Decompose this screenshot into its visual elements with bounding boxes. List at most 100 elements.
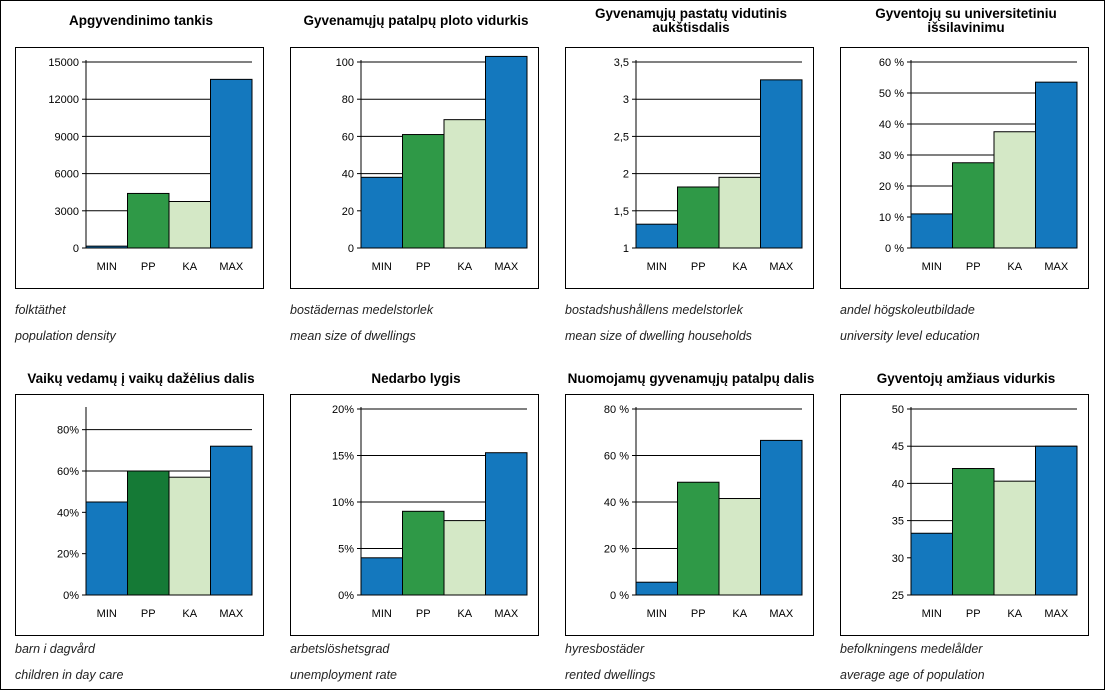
bar-min (910, 213, 953, 249)
bar-ka (993, 480, 1036, 596)
chart-title: Vaikų vedamų į vaikų dažėlius dalis (5, 346, 277, 386)
bar-max (760, 439, 803, 596)
bar-max (1035, 81, 1078, 249)
chart-panel-rented-dwellings: Nuomojamų gyvenamųjų patalpų dalis 0 % 20… (555, 346, 827, 691)
bar-chart-svg: 0% 20% 40% 60% 80% MIN PP KA MAX (57, 407, 253, 620)
chart-area: 25 30 35 40 45 50 MIN PP KA MAX (840, 394, 1089, 636)
y-tick-label: 0% (63, 590, 79, 602)
y-tick-label: 80% (57, 425, 79, 437)
y-tick-label: 40% (57, 507, 79, 519)
x-tick-label: MIN (922, 261, 942, 273)
bar-max (485, 55, 528, 249)
y-tick-label: 2,5 (614, 131, 629, 143)
chart-title: Apgyvendinimo tankis (5, 7, 277, 43)
bar-min (910, 532, 953, 596)
y-tick-label: 60 (342, 131, 354, 143)
bar-ka (168, 201, 211, 249)
y-tick-label: 20 % (879, 181, 904, 193)
x-tick-label: MAX (1044, 261, 1069, 273)
y-tick-label: 60 % (604, 451, 629, 463)
x-tick-label: MIN (97, 261, 117, 273)
bar-pp (677, 186, 720, 249)
chart-area: 0 20 40 60 80 100 MIN PP KA MAX (290, 47, 539, 289)
chart-title-line: Nedarbo lygis (371, 371, 461, 386)
chart-title: Nuomojamų gyvenamųjų patalpų dalis (555, 346, 827, 386)
x-tick-label: MIN (922, 608, 942, 620)
x-tick-label: MIN (647, 608, 667, 620)
y-tick-label: 60 % (879, 57, 904, 69)
caption-english: average age of population (840, 668, 985, 682)
bar-chart-svg: 0 % 20 % 40 % 60 % 80 % MIN PP KA MAX (604, 404, 803, 620)
chart-title: Gyvenamųjų patalpų ploto vidurkis (280, 7, 552, 43)
bar-min (360, 557, 403, 596)
y-tick-label: 80 (342, 94, 354, 106)
x-tick-label: MAX (1044, 608, 1069, 620)
y-tick-label: 5% (338, 544, 354, 556)
caption-swedish: bostadshushållens medelstorlek (565, 303, 743, 317)
x-tick-label: KA (732, 261, 747, 273)
caption-english: rented dwellings (565, 668, 656, 682)
x-tick-label: MIN (372, 261, 392, 273)
y-tick-label: 80 % (604, 404, 629, 416)
x-tick-label: PP (416, 608, 431, 620)
chart-title: Gyventojų su universitetiniu išsilavinim… (830, 7, 1102, 43)
y-tick-label: 40 (342, 169, 354, 181)
chart-panel-unemployment-rate: Nedarbo lygis 0% 5% 10% 15% 20% MIN PP KA MAX ar… (280, 346, 552, 691)
bar-min (360, 176, 403, 249)
chart-panel-university-education: Gyventojų su universitetiniu išsilavinim… (830, 7, 1102, 352)
x-tick-label: MAX (769, 261, 794, 273)
y-tick-label: 0 % (610, 590, 629, 602)
caption-swedish: arbetslöshetsgrad (290, 642, 390, 656)
bar-max (760, 79, 803, 249)
y-tick-label: 45 (892, 441, 904, 453)
bar-min (635, 581, 678, 596)
bar-max (485, 452, 528, 596)
y-tick-label: 10 % (879, 212, 904, 224)
chart-title: Gyvenamųjų pastatų vidutinis aukštisdali… (555, 7, 827, 43)
chart-title: Gyventojų amžiaus vidurkis (830, 346, 1102, 386)
x-tick-label: MIN (647, 261, 667, 273)
bar-ka (443, 520, 486, 596)
x-tick-label: MAX (494, 608, 519, 620)
chart-panel-children-day-care: Vaikų vedamų į vaikų dažėlius dalis 0% 20… (5, 346, 277, 691)
x-tick-label: KA (732, 608, 747, 620)
x-tick-label: PP (141, 608, 156, 620)
x-tick-label: KA (182, 261, 197, 273)
chart-title-line: aukštisdalis (652, 20, 730, 35)
y-tick-label: 1 (623, 243, 629, 255)
bar-ka (993, 131, 1036, 249)
y-tick-label: 40 (892, 478, 904, 490)
bar-pp (127, 470, 170, 596)
chart-title: Nedarbo lygis (280, 346, 552, 386)
y-tick-label: 3000 (55, 206, 79, 218)
y-tick-label: 20% (332, 404, 354, 416)
y-tick-label: 3,5 (614, 57, 629, 69)
chart-panel-population-density: Apgyvendinimo tankis 0 3000 6000 9000 12000 1… (5, 7, 277, 352)
x-tick-label: MAX (769, 608, 794, 620)
chart-title-line: Gyventojų su universitetiniu (875, 6, 1057, 21)
y-tick-label: 100 (336, 57, 354, 69)
x-tick-label: KA (1007, 608, 1022, 620)
chart-area: 0% 5% 10% 15% 20% MIN PP KA MAX (290, 394, 539, 636)
bar-ka (443, 119, 486, 249)
bar-chart-svg: 25 30 35 40 45 50 MIN PP KA MAX (892, 404, 1078, 620)
caption-english: mean size of dwelling households (565, 329, 752, 343)
x-tick-label: MAX (219, 608, 244, 620)
bar-max (210, 78, 253, 249)
y-tick-label: 20% (57, 549, 79, 561)
chart-title-line: Nuomojamų gyvenamųjų patalpų dalis (567, 371, 815, 386)
bar-chart-svg: 0 % 10 % 20 % 30 % 40 % 50 % 60 % MIN PP KA MAX (879, 57, 1078, 273)
x-tick-label: PP (691, 608, 706, 620)
chart-title-line: Gyvenamųjų pastatų vidutinis (594, 6, 788, 21)
chart-area: 0 3000 6000 9000 12000 15000 MIN PP KA MAX (15, 47, 264, 289)
bar-pp (127, 192, 170, 249)
caption-swedish: bostädernas medelstorlek (290, 303, 434, 317)
y-tick-label: 10% (332, 497, 354, 509)
caption-swedish: hyresbostäder (565, 642, 645, 656)
chart-panel-mean-size-dwellings: Gyvenamųjų patalpų ploto vidurkis 0 20 40 6… (280, 7, 552, 352)
x-tick-label: MAX (219, 261, 244, 273)
bar-ka (718, 498, 761, 596)
x-tick-label: PP (691, 261, 706, 273)
bar-chart-svg: 0 20 40 60 80 100 MIN PP KA MAX (336, 55, 528, 273)
